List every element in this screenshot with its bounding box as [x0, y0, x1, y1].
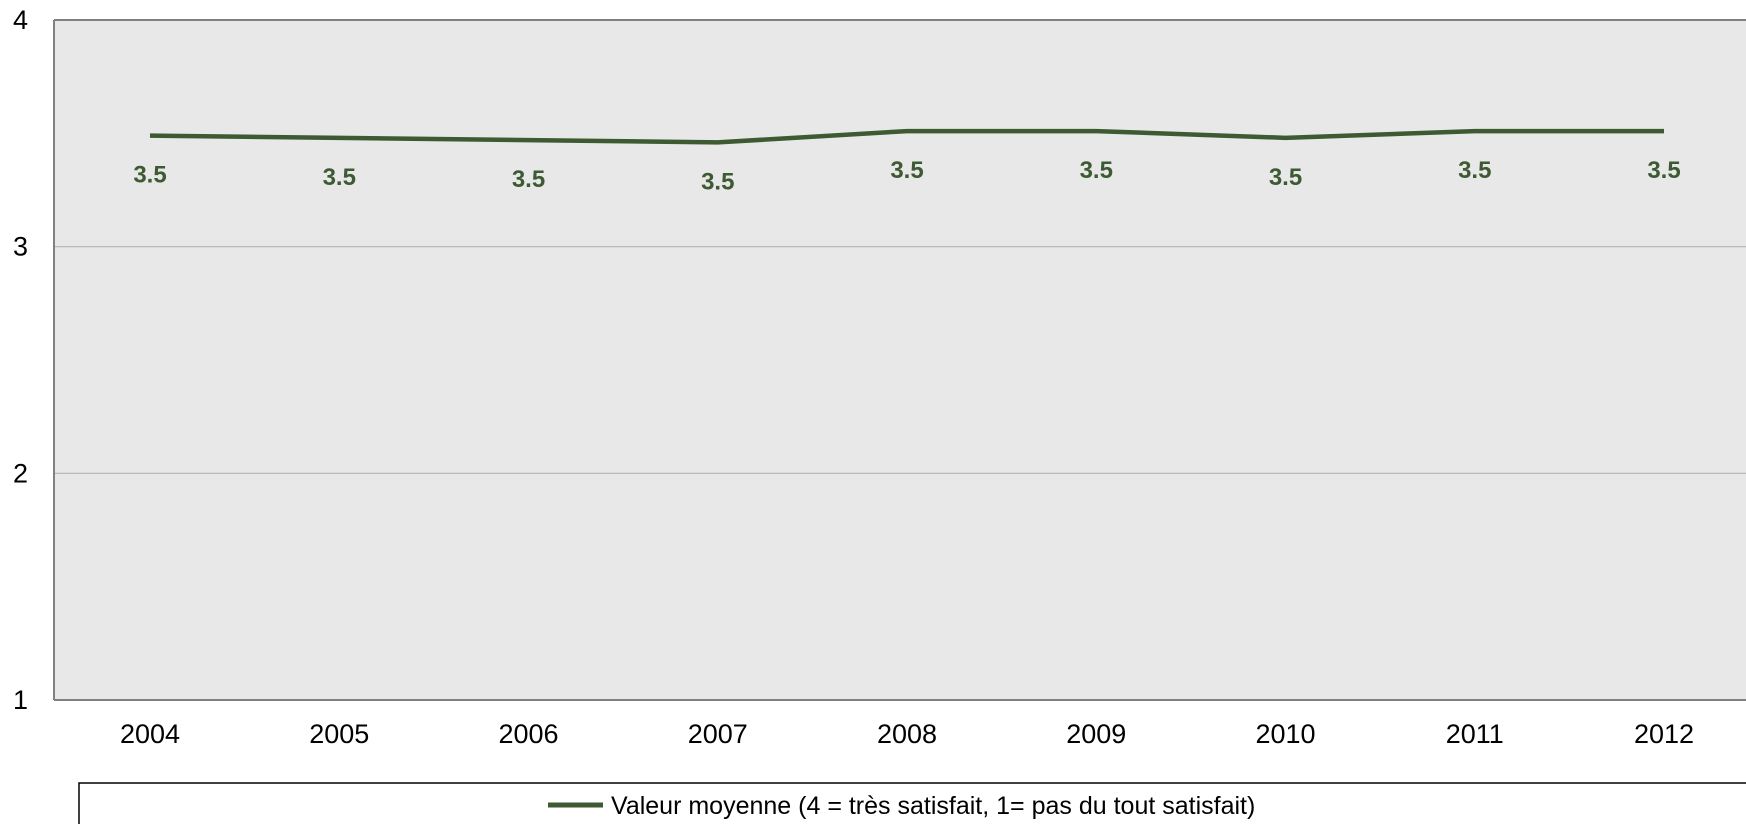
x-tick-label: 2010 — [1255, 719, 1315, 749]
plot-area — [54, 20, 1746, 700]
x-tick-label: 2009 — [1066, 719, 1126, 749]
data-label: 3.5 — [512, 166, 545, 193]
legend-label: Valeur moyenne (4 = très satisfait, 1= p… — [611, 792, 1255, 820]
x-tick-label: 2011 — [1446, 719, 1504, 749]
x-tick-label: 2006 — [498, 719, 558, 749]
x-tick-label: 2004 — [120, 719, 180, 749]
y-tick-label: 2 — [13, 458, 28, 488]
x-tick-label: 2007 — [688, 719, 748, 749]
data-label: 3.5 — [890, 157, 923, 184]
gridlines — [54, 246, 1746, 474]
data-label: 3.5 — [133, 162, 166, 189]
x-tick-label: 2008 — [877, 719, 937, 749]
series-group — [149, 128, 1665, 145]
x-axis-ticks: 2004 2005 2006 2007 2008 2009 2010 2011 2012 — [120, 719, 1694, 749]
y-tick-label: 4 — [13, 5, 28, 35]
data-label: 3.5 — [1647, 157, 1680, 184]
y-tick-label: 3 — [13, 232, 28, 262]
legend-box — [78, 782, 1746, 824]
data-labels: 3.5 3.5 3.5 3.5 3.5 3.5 3.5 3.5 3.5 — [133, 157, 1680, 195]
legend: Valeur moyenne (4 = très satisfait, 1= p… — [78, 782, 1746, 824]
data-label: 3.5 — [1458, 157, 1491, 184]
data-label: 3.5 — [1080, 157, 1113, 184]
x-tick-label: 2005 — [309, 719, 369, 749]
data-label: 3.5 — [323, 164, 356, 191]
y-axis-ticks: 1 2 3 4 — [13, 5, 28, 715]
data-label: 3.5 — [1269, 164, 1302, 191]
data-label: 3.5 — [701, 168, 734, 195]
y-tick-label: 1 — [13, 685, 28, 715]
x-tick-label: 2012 — [1634, 719, 1694, 749]
